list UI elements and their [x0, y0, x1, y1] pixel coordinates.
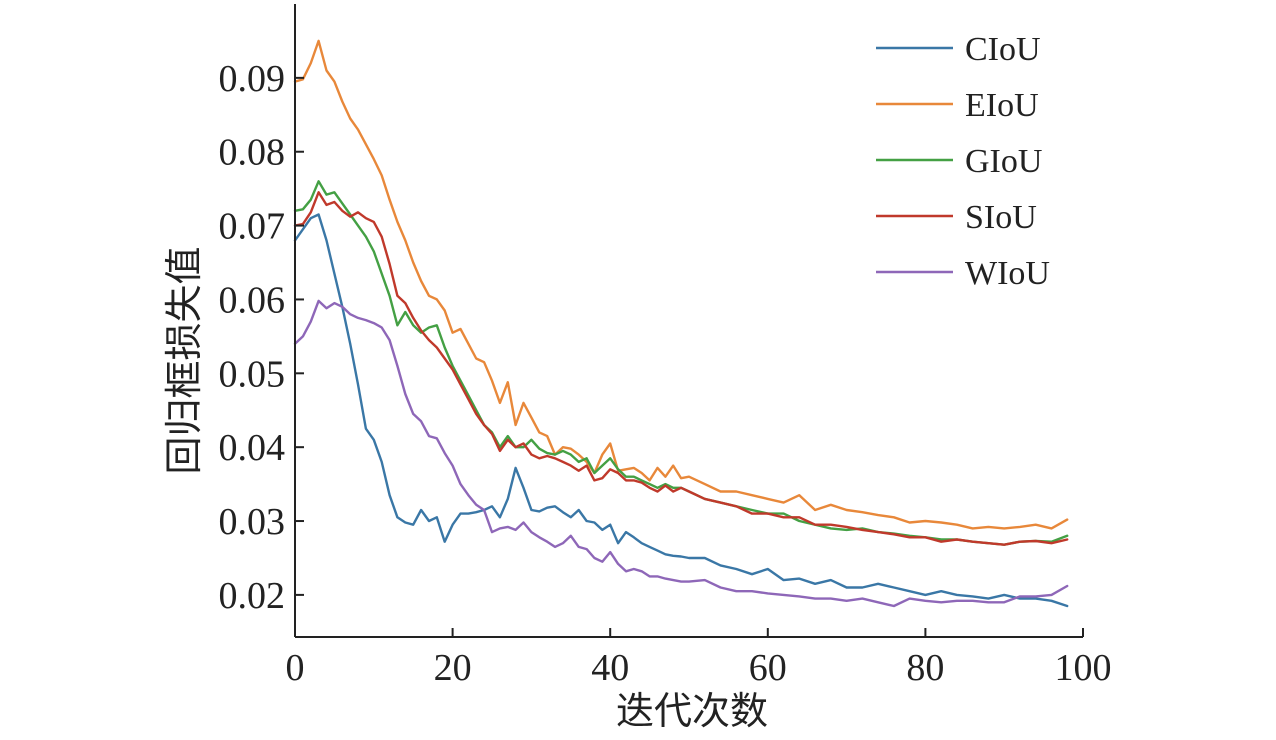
x-tick-label: 0 [286, 647, 305, 689]
legend-label-siou: SIoU [965, 199, 1037, 236]
y-tick-label: 0.09 [219, 58, 286, 100]
y-tick-label: 0.06 [219, 279, 286, 321]
legend-label-giou: GIoU [965, 143, 1042, 180]
x-tick-label: 80 [906, 647, 944, 689]
y-tick-label: 0.03 [219, 501, 286, 543]
y-tick-label: 0.04 [219, 427, 286, 469]
legend-label-eiou: EIoU [965, 87, 1039, 124]
series-line-eiou [293, 39, 1069, 530]
series-lines [293, 39, 1069, 608]
x-axis-title: 迭代次数 [616, 691, 768, 733]
y-tick-label: 0.05 [219, 353, 286, 395]
series-line-siou [293, 191, 1069, 546]
x-tick-label: 20 [434, 647, 472, 689]
x-axis-ticks: 0 20 40 60 80 100 [286, 628, 1112, 689]
series-line-ciou [293, 213, 1069, 608]
legend-label-wiou: WIoU [965, 255, 1050, 292]
legend-label-ciou: CIoU [965, 31, 1041, 68]
series-line-giou [293, 180, 1069, 546]
y-axis-title: 回归框损失值 [164, 246, 206, 474]
y-tick-label: 0.08 [219, 132, 286, 174]
x-tick-label: 60 [749, 647, 787, 689]
legend: CIoU EIoU GIoU SIoU WIoU [876, 31, 1050, 292]
y-axis-ticks: 0.02 0.03 0.04 0.05 0.06 0.07 0.08 0.09 [219, 58, 304, 617]
x-tick-label: 40 [591, 647, 629, 689]
y-tick-label: 0.07 [219, 206, 286, 248]
y-tick-label: 0.02 [219, 575, 286, 617]
x-tick-label: 100 [1055, 647, 1112, 689]
series-line-wiou [293, 299, 1069, 608]
